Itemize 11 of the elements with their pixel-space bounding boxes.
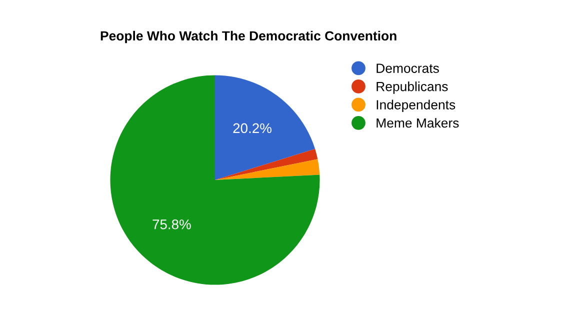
pie-slice	[110, 75, 320, 285]
chart-title: People Who Watch The Democratic Convention	[100, 30, 396, 44]
legend-label: Independents	[376, 100, 456, 112]
legend-label: Meme Makers	[376, 118, 459, 128]
legend-label: Republicans	[376, 82, 448, 94]
pie-slice	[215, 75, 316, 180]
data-label: 20.2%	[233, 123, 272, 134]
legend-label: Democrats	[376, 64, 439, 73]
pie-slice	[215, 148, 318, 180]
data-label: 75.8%	[152, 219, 191, 230]
pie-slice	[215, 159, 320, 180]
